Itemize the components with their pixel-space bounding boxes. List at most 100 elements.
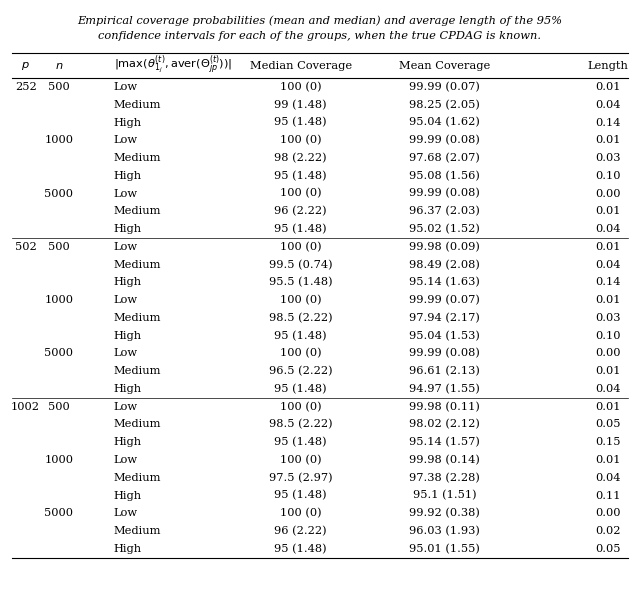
Text: Medium: Medium [114, 420, 161, 429]
Text: 502: 502 [15, 242, 36, 252]
Text: 0.04: 0.04 [595, 224, 621, 234]
Text: 99.99 (0.08): 99.99 (0.08) [410, 188, 480, 199]
Text: 0.00: 0.00 [595, 349, 621, 358]
Text: 95 (1.48): 95 (1.48) [275, 117, 327, 128]
Text: 95 (1.48): 95 (1.48) [275, 384, 327, 394]
Text: 0.01: 0.01 [595, 207, 621, 216]
Text: $|\max(\theta_{1_j}^{(t)},\mathrm{aver}(\Theta_{jp}^{(t)}))|$: $|\max(\theta_{1_j}^{(t)},\mathrm{aver}(… [114, 54, 232, 78]
Text: 100 (0): 100 (0) [280, 401, 322, 412]
Text: 98.5 (2.22): 98.5 (2.22) [269, 313, 333, 323]
Text: 5000: 5000 [44, 189, 74, 198]
Text: 100 (0): 100 (0) [280, 82, 322, 92]
Text: High: High [114, 384, 142, 394]
Text: 98.25 (2.05): 98.25 (2.05) [410, 99, 480, 110]
Text: High: High [114, 278, 142, 287]
Text: 1000: 1000 [44, 136, 74, 145]
Text: 95.14 (1.63): 95.14 (1.63) [410, 277, 480, 288]
Text: Low: Low [114, 349, 138, 358]
Text: 0.04: 0.04 [595, 473, 621, 482]
Text: Median Coverage: Median Coverage [250, 61, 352, 70]
Text: Medium: Medium [114, 260, 161, 269]
Text: 100 (0): 100 (0) [280, 242, 322, 252]
Text: 100 (0): 100 (0) [280, 455, 322, 465]
Text: 99.99 (0.07): 99.99 (0.07) [410, 295, 480, 305]
Text: High: High [114, 224, 142, 234]
Text: 99.99 (0.08): 99.99 (0.08) [410, 348, 480, 359]
Text: 500: 500 [48, 402, 70, 411]
Text: $p$: $p$ [21, 60, 30, 72]
Text: 95.5 (1.48): 95.5 (1.48) [269, 277, 333, 288]
Text: 95 (1.48): 95 (1.48) [275, 170, 327, 181]
Text: 96 (2.22): 96 (2.22) [275, 206, 327, 217]
Text: Low: Low [114, 509, 138, 518]
Text: Low: Low [114, 242, 138, 252]
Text: 0.01: 0.01 [595, 242, 621, 252]
Text: 99.98 (0.09): 99.98 (0.09) [410, 242, 480, 252]
Text: High: High [114, 491, 142, 500]
Text: 0.14: 0.14 [595, 118, 621, 127]
Text: 0.01: 0.01 [595, 402, 621, 411]
Text: Mean Coverage: Mean Coverage [399, 61, 490, 70]
Text: High: High [114, 437, 142, 447]
Text: 0.01: 0.01 [595, 295, 621, 305]
Text: High: High [114, 544, 142, 554]
Text: 252: 252 [15, 82, 36, 92]
Text: 0.14: 0.14 [595, 278, 621, 287]
Text: 0.02: 0.02 [595, 526, 621, 536]
Text: 0.00: 0.00 [595, 509, 621, 518]
Text: 99.98 (0.14): 99.98 (0.14) [410, 455, 480, 465]
Text: 96.61 (2.13): 96.61 (2.13) [410, 366, 480, 377]
Text: 0.10: 0.10 [595, 331, 621, 340]
Text: 0.04: 0.04 [595, 384, 621, 394]
Text: Low: Low [114, 136, 138, 145]
Text: 95 (1.48): 95 (1.48) [275, 490, 327, 501]
Text: 0.01: 0.01 [595, 455, 621, 465]
Text: 96.03 (1.93): 96.03 (1.93) [410, 526, 480, 536]
Text: 0.15: 0.15 [595, 437, 621, 447]
Text: 98.5 (2.22): 98.5 (2.22) [269, 419, 333, 430]
Text: 98 (2.22): 98 (2.22) [275, 153, 327, 163]
Text: 1002: 1002 [11, 402, 40, 411]
Text: 95 (1.48): 95 (1.48) [275, 437, 327, 448]
Text: 500: 500 [48, 242, 70, 252]
Text: 500: 500 [48, 82, 70, 92]
Text: 5000: 5000 [44, 509, 74, 518]
Text: 100 (0): 100 (0) [280, 508, 322, 519]
Text: Empirical coverage probabilities (mean and median) and average length of the 95%: Empirical coverage probabilities (mean a… [77, 15, 563, 26]
Text: 95.1 (1.51): 95.1 (1.51) [413, 490, 477, 501]
Text: 100 (0): 100 (0) [280, 188, 322, 199]
Text: Length: Length [588, 61, 628, 70]
Text: Low: Low [114, 455, 138, 465]
Text: 1000: 1000 [44, 455, 74, 465]
Text: 97.5 (2.97): 97.5 (2.97) [269, 472, 333, 483]
Text: 96.5 (2.22): 96.5 (2.22) [269, 366, 333, 377]
Text: 95.04 (1.53): 95.04 (1.53) [410, 330, 480, 341]
Text: 100 (0): 100 (0) [280, 135, 322, 146]
Text: 100 (0): 100 (0) [280, 295, 322, 305]
Text: 97.38 (2.28): 97.38 (2.28) [410, 472, 480, 483]
Text: Medium: Medium [114, 153, 161, 163]
Text: 99.92 (0.38): 99.92 (0.38) [410, 508, 480, 519]
Text: 97.68 (2.07): 97.68 (2.07) [410, 153, 480, 163]
Text: Low: Low [114, 402, 138, 411]
Text: 5000: 5000 [44, 349, 74, 358]
Text: 95.02 (1.52): 95.02 (1.52) [410, 224, 480, 234]
Text: 0.00: 0.00 [595, 189, 621, 198]
Text: High: High [114, 331, 142, 340]
Text: Low: Low [114, 82, 138, 92]
Text: 0.04: 0.04 [595, 260, 621, 269]
Text: 99.99 (0.08): 99.99 (0.08) [410, 135, 480, 146]
Text: 0.11: 0.11 [595, 491, 621, 500]
Text: 96.37 (2.03): 96.37 (2.03) [410, 206, 480, 217]
Text: Medium: Medium [114, 473, 161, 482]
Text: Medium: Medium [114, 526, 161, 536]
Text: Low: Low [114, 295, 138, 305]
Text: 96 (2.22): 96 (2.22) [275, 526, 327, 536]
Text: 0.04: 0.04 [595, 100, 621, 110]
Text: Medium: Medium [114, 313, 161, 323]
Text: 0.05: 0.05 [595, 420, 621, 429]
Text: 95 (1.48): 95 (1.48) [275, 330, 327, 341]
Text: 99.98 (0.11): 99.98 (0.11) [410, 401, 480, 412]
Text: 95.14 (1.57): 95.14 (1.57) [410, 437, 480, 448]
Text: 0.10: 0.10 [595, 171, 621, 181]
